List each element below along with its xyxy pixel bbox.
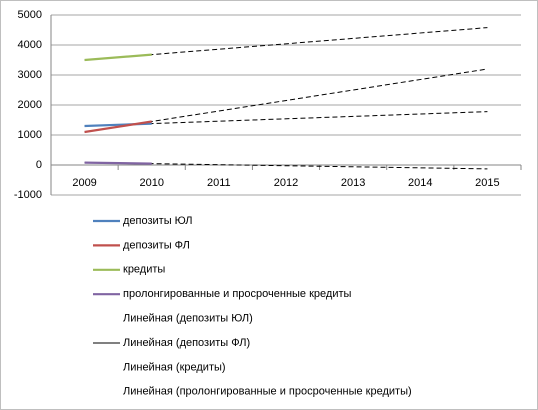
y-tick-label: 0 bbox=[36, 159, 42, 171]
legend-label: Линейная (депозиты ФЛ) bbox=[123, 337, 250, 349]
x-tick-label: 2010 bbox=[139, 177, 163, 189]
x-tick-label: 2012 bbox=[274, 177, 298, 189]
series-line bbox=[84, 53, 152, 62]
legend-label: Линейная (кредиты) bbox=[123, 361, 226, 373]
x-tick-label: 2009 bbox=[72, 177, 96, 189]
legend-label: Линейная (пролонгированные и просроченны… bbox=[123, 386, 412, 398]
x-tick-label: 2011 bbox=[207, 177, 231, 189]
x-tick-label: 2013 bbox=[341, 177, 365, 189]
legend-label: пролонгированные и просроченные кредиты bbox=[123, 288, 352, 300]
legend-label: депозиты ЮЛ bbox=[123, 215, 193, 227]
legend-label: депозиты ФЛ bbox=[123, 239, 190, 251]
y-tick-label: 2000 bbox=[18, 99, 42, 111]
series-line bbox=[84, 161, 152, 165]
series-line bbox=[84, 120, 152, 134]
trendline bbox=[84, 162, 488, 170]
legend-label: Линейная (депозиты ЮЛ) bbox=[123, 313, 253, 325]
y-tick-label: 4000 bbox=[18, 39, 42, 51]
y-tick-label: 1000 bbox=[18, 129, 42, 141]
x-tick-label: 2014 bbox=[408, 177, 432, 189]
y-tick-label: 3000 bbox=[18, 69, 42, 81]
y-tick-label: -1000 bbox=[14, 189, 42, 201]
y-tick-label: 5000 bbox=[18, 9, 42, 21]
legend-label: кредиты bbox=[123, 264, 165, 276]
x-tick-label: 2015 bbox=[475, 177, 499, 189]
